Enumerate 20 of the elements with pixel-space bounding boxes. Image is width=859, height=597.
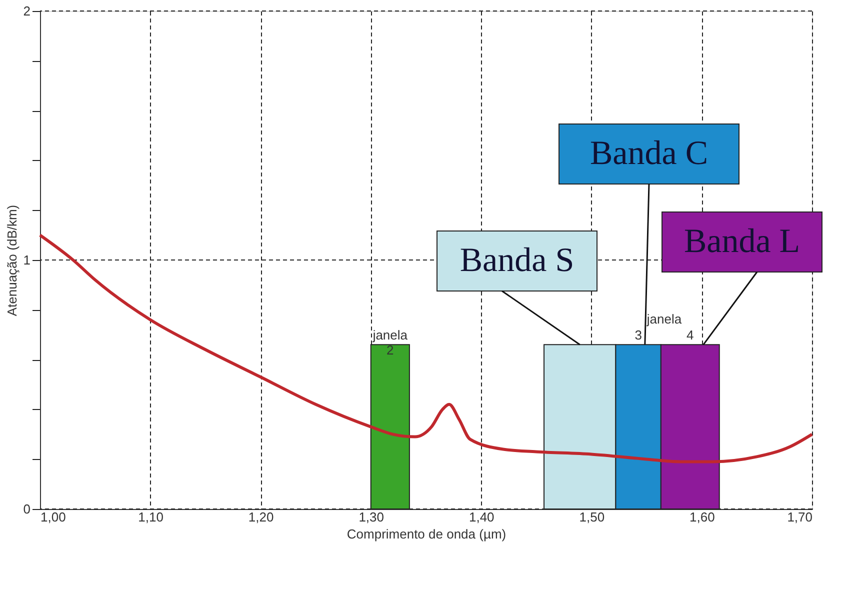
x-tick-label: 1,40 <box>468 510 494 524</box>
band-label: Banda C <box>590 135 708 172</box>
y-axis-title: Atenuação (dB/km) <box>4 204 20 316</box>
x-tick-label: 1,60 <box>690 510 715 524</box>
x-axis-title: Comprimento de onda (µm) <box>346 526 506 542</box>
band-label: Banda L <box>684 223 800 260</box>
x-tick-label: 1,70 <box>787 510 812 524</box>
x-tick-label: 1,30 <box>358 510 384 524</box>
x-tick-label: 1,10 <box>138 510 164 524</box>
y-tick-label: 2 <box>23 4 30 18</box>
x-tick-label: 1,20 <box>248 510 274 524</box>
x-tick-label: 1,50 <box>579 510 605 524</box>
annotation: 3 <box>634 328 642 343</box>
band-label: Banda S <box>460 242 574 279</box>
y-tick-label: 1 <box>23 252 30 268</box>
annotation: janela <box>646 312 682 327</box>
band-label: janela 2 <box>372 328 408 358</box>
annotation: 4 <box>686 328 694 343</box>
x-tick-label: 1,00 <box>40 510 66 524</box>
y-tick-label: 0 <box>23 502 30 516</box>
